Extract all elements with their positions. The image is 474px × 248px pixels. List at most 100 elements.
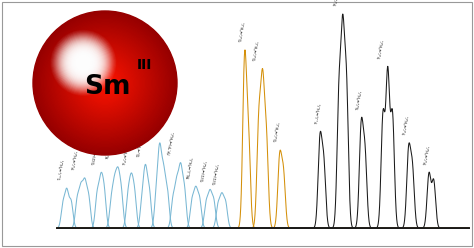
Text: ⁴G(1)→⁶H₅/₂: ⁴G(1)→⁶H₅/₂ [201, 159, 209, 182]
Circle shape [43, 21, 167, 145]
Circle shape [46, 24, 164, 142]
Circle shape [72, 49, 138, 117]
Circle shape [67, 47, 100, 79]
Circle shape [54, 34, 112, 92]
Circle shape [58, 36, 152, 130]
Circle shape [47, 25, 163, 141]
Circle shape [88, 66, 122, 100]
Circle shape [50, 28, 160, 138]
Circle shape [36, 15, 173, 151]
Circle shape [81, 61, 86, 65]
Circle shape [56, 34, 154, 132]
Circle shape [101, 79, 109, 87]
Circle shape [100, 78, 110, 88]
Circle shape [102, 81, 108, 85]
Circle shape [56, 36, 110, 90]
Text: ²L₁₅/₂→⁶H₅/₂: ²L₁₅/₂→⁶H₅/₂ [58, 159, 65, 181]
Circle shape [72, 51, 95, 75]
Text: ⁵S₅/₂→⁶H₅/₂: ⁵S₅/₂→⁶H₅/₂ [356, 89, 363, 110]
Circle shape [38, 16, 172, 150]
Circle shape [98, 76, 112, 90]
Circle shape [60, 39, 107, 87]
Text: ⁴F₅/₂→⁶H₅/₂: ⁴F₅/₂→⁶H₅/₂ [123, 145, 130, 165]
Circle shape [70, 48, 140, 118]
Circle shape [57, 37, 109, 89]
Text: ⁶P₅/₂→⁶H₅/₂: ⁶P₅/₂→⁶H₅/₂ [424, 144, 431, 165]
Circle shape [55, 32, 155, 133]
Circle shape [99, 77, 111, 89]
Circle shape [83, 62, 127, 105]
Circle shape [76, 55, 91, 70]
Circle shape [62, 41, 105, 84]
Circle shape [77, 55, 133, 111]
Text: ⁴G(1)→⁶H₅/₂: ⁴G(1)→⁶H₅/₂ [213, 163, 220, 185]
Circle shape [64, 43, 103, 82]
Text: ⁴P₅/₂→⁶H₅/₂: ⁴P₅/₂→⁶H₅/₂ [72, 150, 79, 170]
Circle shape [73, 53, 93, 73]
Circle shape [52, 30, 158, 136]
Circle shape [80, 58, 130, 108]
Circle shape [75, 54, 92, 71]
Circle shape [86, 64, 124, 102]
Circle shape [41, 19, 169, 147]
Text: ⁴F₁₁/₂→⁶H₅/₂: ⁴F₁₁/₂→⁶H₅/₂ [315, 102, 322, 124]
Circle shape [92, 70, 118, 96]
Circle shape [65, 44, 102, 81]
Circle shape [74, 52, 136, 114]
Circle shape [68, 46, 142, 120]
Circle shape [91, 69, 119, 97]
Circle shape [75, 53, 135, 113]
Circle shape [67, 45, 144, 122]
Circle shape [65, 43, 145, 123]
Circle shape [57, 35, 153, 131]
Text: III: III [137, 58, 152, 72]
Circle shape [84, 62, 126, 103]
Circle shape [49, 27, 162, 139]
Circle shape [71, 50, 96, 76]
Circle shape [76, 54, 134, 112]
Circle shape [79, 59, 88, 67]
Circle shape [82, 60, 128, 106]
Circle shape [59, 37, 151, 129]
Text: ⁴K₁₁/₂→⁶H₅/₂: ⁴K₁₁/₂→⁶H₅/₂ [106, 137, 114, 159]
Circle shape [55, 35, 111, 91]
Circle shape [64, 42, 146, 124]
Circle shape [69, 47, 141, 119]
Text: ⁶F₃/₂→⁶H₅/₂: ⁶F₃/₂→⁶H₅/₂ [403, 115, 410, 135]
Circle shape [62, 40, 148, 126]
Text: ⁴G₅/₂→⁶H₉/₂: ⁴G₅/₂→⁶H₉/₂ [274, 122, 282, 143]
Circle shape [61, 39, 149, 127]
Circle shape [78, 58, 89, 68]
Circle shape [82, 62, 84, 64]
Circle shape [33, 11, 177, 155]
Circle shape [63, 42, 104, 83]
Circle shape [45, 23, 165, 143]
Circle shape [81, 59, 129, 107]
Circle shape [68, 48, 99, 78]
Circle shape [63, 41, 147, 125]
Circle shape [87, 65, 123, 101]
Circle shape [66, 46, 100, 80]
Circle shape [79, 57, 131, 109]
Text: ⁴G₅/₂→⁶H₇/₂: ⁴G₅/₂→⁶H₇/₂ [254, 40, 261, 61]
Circle shape [54, 31, 156, 135]
Circle shape [93, 71, 117, 95]
Text: ⁶P₅/₂→⁶H₅/₂: ⁶P₅/₂→⁶H₅/₂ [151, 115, 158, 135]
Circle shape [73, 51, 137, 115]
Circle shape [59, 38, 108, 88]
Circle shape [53, 32, 114, 93]
Circle shape [73, 52, 94, 74]
Text: ⁴G(2)→⁶H₅/₂: ⁴G(2)→⁶H₅/₂ [92, 142, 100, 165]
Circle shape [90, 67, 120, 99]
Text: ⁴M₁₅/₂→⁶H₅/₂: ⁴M₁₅/₂→⁶H₅/₂ [187, 156, 194, 179]
Text: ⁶P₅/₂→⁶H₅/₂: ⁶P₅/₂→⁶H₅/₂ [334, 0, 341, 7]
Circle shape [97, 75, 113, 92]
Circle shape [36, 13, 174, 153]
Circle shape [69, 49, 98, 77]
Text: Sm: Sm [84, 74, 130, 100]
Circle shape [44, 22, 166, 144]
Circle shape [39, 17, 171, 149]
Circle shape [77, 56, 90, 69]
Circle shape [104, 82, 106, 84]
Circle shape [80, 60, 87, 66]
